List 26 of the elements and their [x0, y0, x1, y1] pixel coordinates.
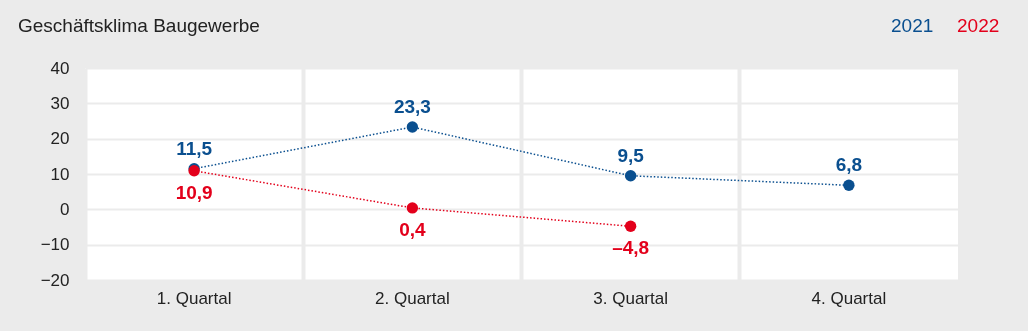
y-tick-label: −20	[40, 270, 70, 290]
point	[624, 220, 637, 232]
data-label: 11,5	[176, 137, 213, 159]
x-tick-label: 3. Quartal	[593, 288, 668, 308]
chart-title: Geschäftsklima Baugewerbe	[18, 15, 260, 37]
point	[624, 170, 637, 182]
data-label: 10,9	[175, 181, 213, 203]
x-tick-label: 2. Quartal	[375, 288, 450, 308]
y-tick-label: 10	[50, 164, 70, 184]
y-tick-label: 30	[50, 93, 70, 113]
data-label: 9,5	[617, 144, 645, 166]
y-tick-label: 40	[50, 58, 70, 78]
y-tick-label: −10	[40, 235, 70, 255]
y-tick-label: 0	[60, 199, 70, 219]
text: 2022	[957, 14, 1000, 36]
data-label: –4,8	[612, 237, 650, 259]
x-tick-label: 1. Quartal	[156, 288, 232, 308]
data-label: 6,8	[835, 154, 863, 176]
data-label: 23,3	[393, 96, 431, 118]
x-tick-label: 4. Quartal	[811, 288, 887, 308]
point	[406, 202, 419, 214]
text: 2021	[891, 14, 934, 36]
point	[843, 179, 855, 191]
point	[406, 121, 419, 133]
data-label: 0,4	[399, 218, 427, 240]
y-tick-label: 20	[50, 129, 70, 149]
